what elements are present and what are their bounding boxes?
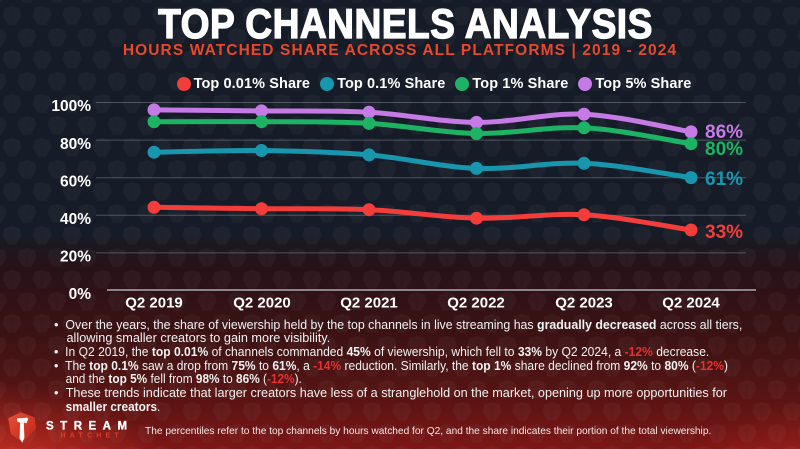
- svg-text:Q2 2019: Q2 2019: [125, 295, 183, 312]
- svg-text:Q2 2020: Q2 2020: [233, 295, 291, 312]
- svg-text:86%: 86%: [705, 122, 743, 143]
- svg-text:100%: 100%: [51, 98, 91, 115]
- svg-text:80%: 80%: [60, 136, 91, 153]
- svg-text:80%: 80%: [705, 139, 743, 160]
- svg-text:33%: 33%: [705, 222, 743, 243]
- svg-text:Q2 2022: Q2 2022: [447, 295, 505, 312]
- svg-text:60%: 60%: [60, 173, 91, 190]
- svg-text:Q2 2021: Q2 2021: [340, 295, 398, 312]
- svg-text:40%: 40%: [60, 211, 91, 228]
- svg-text:20%: 20%: [60, 249, 91, 266]
- svg-text:STREAM: STREAM: [46, 421, 134, 433]
- svg-text:HATCHET: HATCHET: [61, 433, 123, 440]
- svg-text:61%: 61%: [705, 169, 743, 190]
- svg-text:0%: 0%: [69, 286, 92, 303]
- svg-text:Q2 2024: Q2 2024: [662, 295, 720, 312]
- svg-text:Q2 2023: Q2 2023: [555, 295, 613, 312]
